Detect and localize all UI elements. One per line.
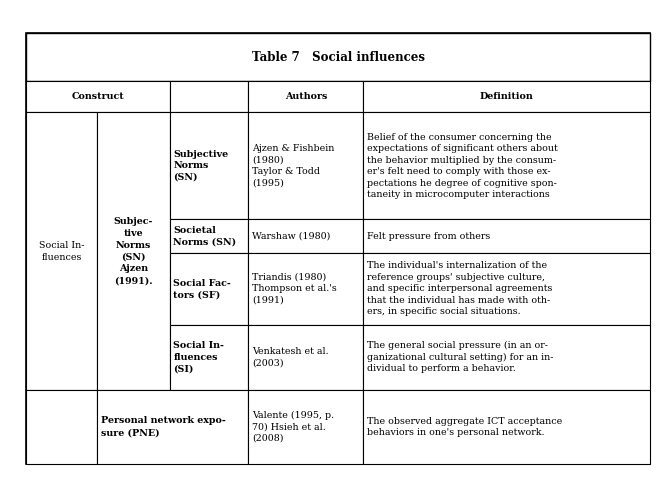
Bar: [248, 81, 363, 112]
Text: Social In-
fluences: Social In- fluences: [39, 241, 85, 261]
Bar: [170, 112, 248, 219]
Bar: [26, 390, 97, 464]
Bar: [363, 81, 650, 112]
Bar: [170, 81, 248, 112]
Text: Table 7   Social influences: Table 7 Social influences: [252, 51, 425, 64]
Text: The general social pressure (in an or-
ganizational cultural setting) for an in-: The general social pressure (in an or- g…: [367, 341, 554, 373]
Text: The individual's internalization of the
reference groups' subjective culture,
an: The individual's internalization of the …: [367, 261, 553, 316]
Text: Subjective
Norms
(SN): Subjective Norms (SN): [173, 150, 229, 182]
Bar: [363, 325, 650, 390]
Text: Warshaw (1980): Warshaw (1980): [252, 232, 330, 241]
Bar: [26, 33, 650, 81]
Bar: [363, 219, 650, 253]
Bar: [363, 253, 650, 325]
Text: Belief of the consumer concerning the
expectations of significant others about
t: Belief of the consumer concerning the ex…: [367, 133, 558, 199]
Text: Social Fac-
tors (SF): Social Fac- tors (SF): [173, 279, 231, 299]
Bar: [248, 390, 363, 464]
Text: Authors: Authors: [284, 92, 327, 101]
Bar: [170, 253, 248, 325]
Bar: [248, 219, 363, 253]
Text: Felt pressure from others: Felt pressure from others: [367, 232, 491, 241]
Bar: [248, 112, 363, 219]
Text: Valente (1995, p.
70) Hsieh et al.
(2008): Valente (1995, p. 70) Hsieh et al. (2008…: [252, 411, 334, 443]
Text: Personal network expo-
sure (PNE): Personal network expo- sure (PNE): [101, 416, 226, 437]
Text: Social In-
fluences
(SI): Social In- fluences (SI): [173, 341, 224, 373]
Bar: [248, 325, 363, 390]
Text: Subjec-
tive
Norms
(SN)
Ajzen
(1991).: Subjec- tive Norms (SN) Ajzen (1991).: [114, 217, 153, 285]
Bar: [248, 253, 363, 325]
Text: Construct: Construct: [72, 92, 124, 101]
Text: Societal
Norms (SN): Societal Norms (SN): [173, 226, 237, 246]
Text: Ajzen & Fishbein
(1980)
Taylor & Todd
(1995): Ajzen & Fishbein (1980) Taylor & Todd (1…: [252, 144, 334, 187]
Text: The observed aggregate ICT acceptance
behaviors in one's personal network.: The observed aggregate ICT acceptance be…: [367, 416, 562, 437]
Bar: [26, 81, 170, 112]
Text: Triandis (1980)
Thompson et al.'s
(1991): Triandis (1980) Thompson et al.'s (1991): [252, 273, 337, 305]
Bar: [363, 112, 650, 219]
Bar: [363, 390, 650, 464]
Bar: [97, 390, 248, 464]
Bar: [170, 219, 248, 253]
Bar: [26, 112, 97, 390]
Text: Definition: Definition: [480, 92, 533, 101]
Bar: [97, 112, 170, 390]
Text: Venkatesh et al.
(2003): Venkatesh et al. (2003): [252, 347, 329, 368]
Bar: [170, 325, 248, 390]
